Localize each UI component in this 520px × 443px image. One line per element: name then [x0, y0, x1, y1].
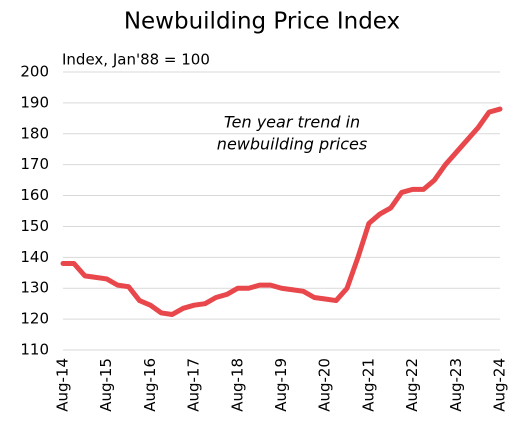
- x-tick-label: Aug-19: [272, 358, 290, 412]
- y-tick-label: 180: [20, 124, 49, 142]
- y-tick-label: 140: [20, 248, 49, 266]
- y-tick-label: 190: [20, 93, 49, 111]
- y-tick-label: 150: [20, 217, 49, 235]
- y-tick-label: 160: [20, 186, 49, 204]
- x-tick-label: Aug-16: [141, 358, 159, 412]
- line-series: [60, 106, 503, 317]
- x-tick-label: Aug-20: [316, 358, 334, 412]
- chart-subtitle: Index, Jan'88 = 100: [62, 51, 210, 69]
- y-tick-label: 200: [20, 63, 49, 81]
- x-tick-label: Aug-23: [447, 358, 465, 412]
- annotation: Ten year trend in: [224, 113, 360, 132]
- x-tick-label: Aug-15: [97, 358, 115, 412]
- annotation: newbuilding prices: [217, 135, 367, 154]
- y-tick-label: 130: [20, 279, 49, 297]
- chart-title: Newbuilding Price Index: [124, 9, 400, 35]
- x-tick-label: Aug-21: [359, 358, 377, 412]
- x-tick-label: Aug-17: [185, 358, 203, 412]
- y-tick-label: 110: [20, 341, 49, 359]
- x-tick-label: Aug-24: [491, 358, 509, 412]
- x-tick-label: Aug-14: [54, 358, 72, 412]
- x-tick-label: Aug-22: [403, 358, 421, 412]
- y-tick-label: 170: [20, 155, 49, 173]
- x-tick-label: Aug-18: [228, 358, 246, 412]
- y-tick-label: 120: [20, 310, 49, 328]
